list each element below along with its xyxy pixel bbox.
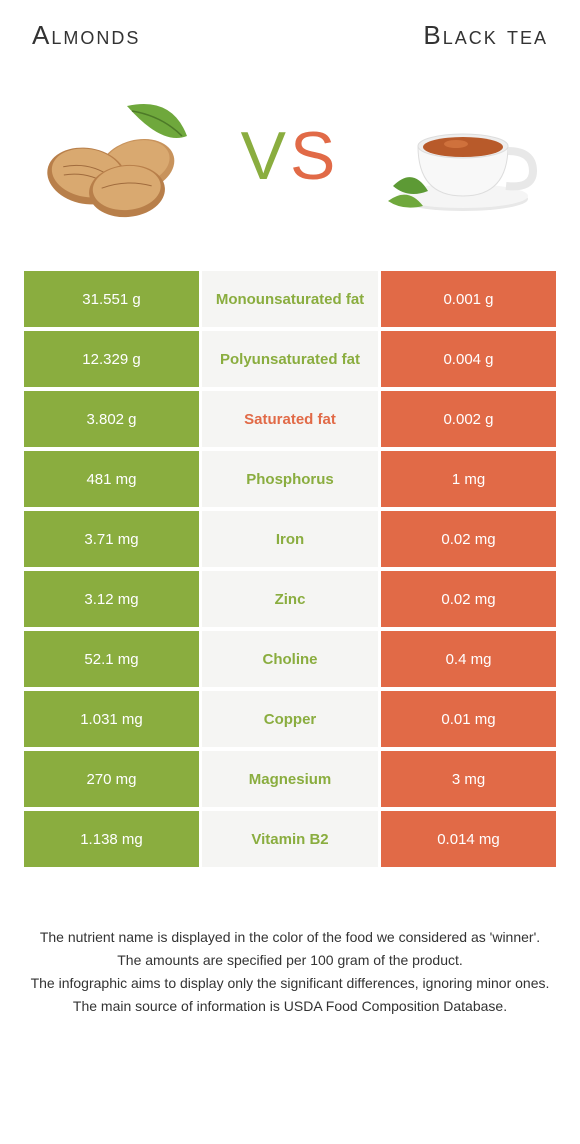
table-row: 3.71 mgIron0.02 mg <box>24 511 556 567</box>
footnotes: The nutrient name is displayed in the co… <box>24 927 556 1017</box>
cell-right-value: 0.014 mg <box>381 811 556 867</box>
footnote-line: The nutrient name is displayed in the co… <box>24 927 556 948</box>
cell-left-value: 270 mg <box>24 751 199 807</box>
footnote-line: The amounts are specified per 100 gram o… <box>24 950 556 971</box>
nutrient-table: 31.551 gMonounsaturated fat0.001 g12.329… <box>24 271 556 867</box>
cell-left-value: 3.12 mg <box>24 571 199 627</box>
cell-nutrient-label: Iron <box>202 511 378 567</box>
cell-nutrient-label: Monounsaturated fat <box>202 271 378 327</box>
cell-left-value: 481 mg <box>24 451 199 507</box>
title-left: Almonds <box>32 20 140 51</box>
tea-image <box>378 91 548 221</box>
table-row: 3.802 gSaturated fat0.002 g <box>24 391 556 447</box>
images-row: VS <box>24 91 556 221</box>
cell-right-value: 0.01 mg <box>381 691 556 747</box>
header: Almonds Black tea <box>24 20 556 51</box>
cell-nutrient-label: Phosphorus <box>202 451 378 507</box>
table-row: 1.031 mgCopper0.01 mg <box>24 691 556 747</box>
cell-nutrient-label: Choline <box>202 631 378 687</box>
table-row: 3.12 mgZinc0.02 mg <box>24 571 556 627</box>
almonds-image <box>32 91 202 221</box>
title-right: Black tea <box>423 20 548 51</box>
table-row: 12.329 gPolyunsaturated fat0.004 g <box>24 331 556 387</box>
cell-right-value: 0.001 g <box>381 271 556 327</box>
vs-s: S <box>290 118 339 194</box>
cell-left-value: 3.802 g <box>24 391 199 447</box>
vs-v: V <box>241 118 290 194</box>
table-row: 1.138 mgVitamin B20.014 mg <box>24 811 556 867</box>
cell-nutrient-label: Copper <box>202 691 378 747</box>
table-row: 270 mgMagnesium3 mg <box>24 751 556 807</box>
cell-nutrient-label: Vitamin B2 <box>202 811 378 867</box>
table-row: 481 mgPhosphorus1 mg <box>24 451 556 507</box>
cell-left-value: 1.031 mg <box>24 691 199 747</box>
cell-right-value: 0.02 mg <box>381 571 556 627</box>
cell-right-value: 0.02 mg <box>381 511 556 567</box>
cell-left-value: 31.551 g <box>24 271 199 327</box>
cell-left-value: 1.138 mg <box>24 811 199 867</box>
cell-left-value: 3.71 mg <box>24 511 199 567</box>
cell-left-value: 12.329 g <box>24 331 199 387</box>
cell-right-value: 0.002 g <box>381 391 556 447</box>
footnote-line: The main source of information is USDA F… <box>24 996 556 1017</box>
cell-right-value: 0.004 g <box>381 331 556 387</box>
table-row: 31.551 gMonounsaturated fat0.001 g <box>24 271 556 327</box>
cell-right-value: 0.4 mg <box>381 631 556 687</box>
cell-right-value: 1 mg <box>381 451 556 507</box>
footnote-line: The infographic aims to display only the… <box>24 973 556 994</box>
vs-label: VS <box>241 117 340 195</box>
table-row: 52.1 mgCholine0.4 mg <box>24 631 556 687</box>
cell-nutrient-label: Saturated fat <box>202 391 378 447</box>
cell-nutrient-label: Zinc <box>202 571 378 627</box>
cell-nutrient-label: Polyunsaturated fat <box>202 331 378 387</box>
cell-nutrient-label: Magnesium <box>202 751 378 807</box>
cell-right-value: 3 mg <box>381 751 556 807</box>
cell-left-value: 52.1 mg <box>24 631 199 687</box>
